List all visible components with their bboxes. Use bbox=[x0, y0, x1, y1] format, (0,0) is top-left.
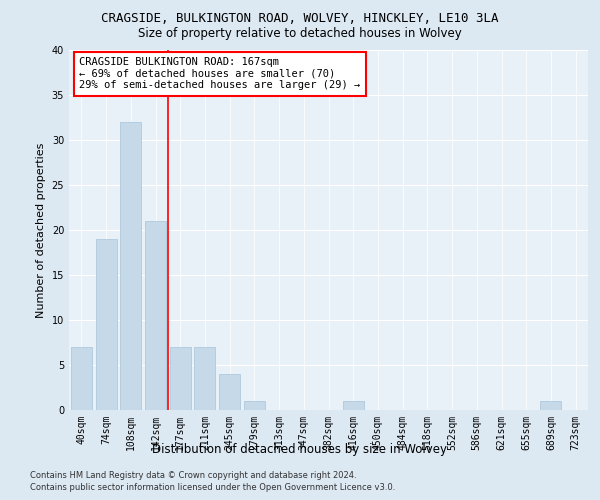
Bar bbox=[343, 401, 364, 410]
Bar bbox=[95, 239, 116, 410]
Bar bbox=[71, 347, 92, 410]
Bar bbox=[194, 347, 215, 410]
Bar bbox=[244, 401, 265, 410]
Bar bbox=[120, 122, 141, 410]
Text: CRAGSIDE, BULKINGTON ROAD, WOLVEY, HINCKLEY, LE10 3LA: CRAGSIDE, BULKINGTON ROAD, WOLVEY, HINCK… bbox=[101, 12, 499, 26]
Bar bbox=[170, 347, 191, 410]
Y-axis label: Number of detached properties: Number of detached properties bbox=[36, 142, 46, 318]
Text: Contains public sector information licensed under the Open Government Licence v3: Contains public sector information licen… bbox=[30, 484, 395, 492]
Text: Contains HM Land Registry data © Crown copyright and database right 2024.: Contains HM Land Registry data © Crown c… bbox=[30, 471, 356, 480]
Bar bbox=[219, 374, 240, 410]
Text: Size of property relative to detached houses in Wolvey: Size of property relative to detached ho… bbox=[138, 28, 462, 40]
Text: CRAGSIDE BULKINGTON ROAD: 167sqm
← 69% of detached houses are smaller (70)
29% o: CRAGSIDE BULKINGTON ROAD: 167sqm ← 69% o… bbox=[79, 57, 361, 90]
Text: Distribution of detached houses by size in Wolvey: Distribution of detached houses by size … bbox=[152, 442, 448, 456]
Bar bbox=[145, 221, 166, 410]
Bar bbox=[541, 401, 562, 410]
